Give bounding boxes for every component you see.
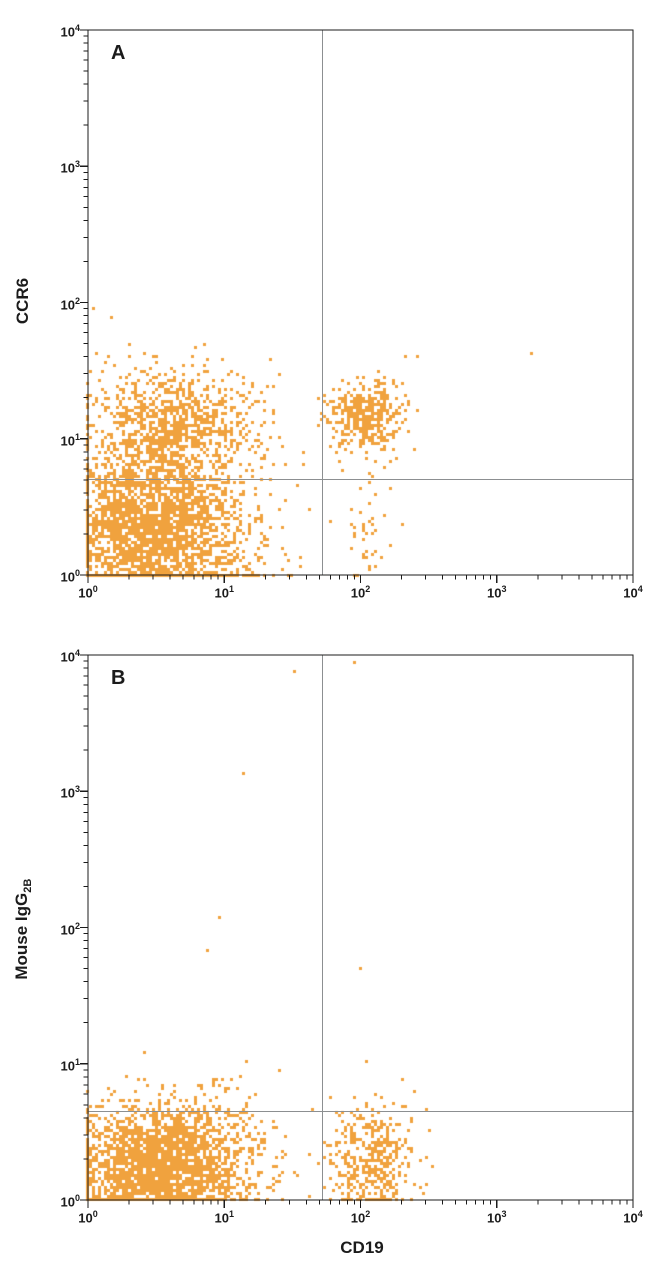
panel-a-label: A bbox=[111, 42, 126, 64]
x-axis-tick-label: 103 bbox=[487, 584, 507, 601]
y-axis-tick-label: 104 bbox=[60, 23, 80, 40]
x-axis-tick-label: 101 bbox=[214, 1209, 234, 1226]
y-axis-tick-label: 101 bbox=[60, 431, 80, 449]
x-axis-tick-label: 101 bbox=[214, 584, 234, 601]
y-axis-tick-label: 103 bbox=[60, 159, 80, 176]
y-axis-tick-label: 101 bbox=[60, 1056, 80, 1074]
x-axis-tick-label: 104 bbox=[623, 584, 643, 601]
x-axis-tick-label: 100 bbox=[78, 584, 98, 601]
x-axis-tick-label: 100 bbox=[78, 1209, 98, 1226]
y-axis-label-subscript: 2B bbox=[22, 878, 35, 893]
x-axis-tick-label: 104 bbox=[623, 1209, 643, 1226]
plot-border-B bbox=[87, 654, 634, 1201]
panel-b-label: B bbox=[111, 667, 126, 689]
y-axis-label-ccr6: CCR6 bbox=[13, 277, 32, 325]
y-axis-label-mouse-igg2b: Mouse IgG2B bbox=[12, 829, 34, 1029]
x-axis-label-cd19: CD19 bbox=[340, 1238, 384, 1257]
y-axis-tick-label: 100 bbox=[60, 568, 80, 585]
y-axis-label-text: Mouse IgG bbox=[11, 892, 31, 980]
x-axis-tick-label: 102 bbox=[350, 1209, 371, 1226]
y-axis-tick-label: 102 bbox=[60, 920, 80, 937]
y-axis-tick-label: 100 bbox=[60, 1193, 80, 1210]
y-axis-tick-label: 102 bbox=[60, 295, 80, 312]
plot-border-A bbox=[87, 29, 634, 576]
x-axis-tick-label: 102 bbox=[350, 584, 371, 601]
y-axis-tick-label: 104 bbox=[60, 648, 80, 665]
y-axis-tick-label: 103 bbox=[60, 784, 80, 801]
x-axis-tick-label: 103 bbox=[487, 1209, 507, 1226]
